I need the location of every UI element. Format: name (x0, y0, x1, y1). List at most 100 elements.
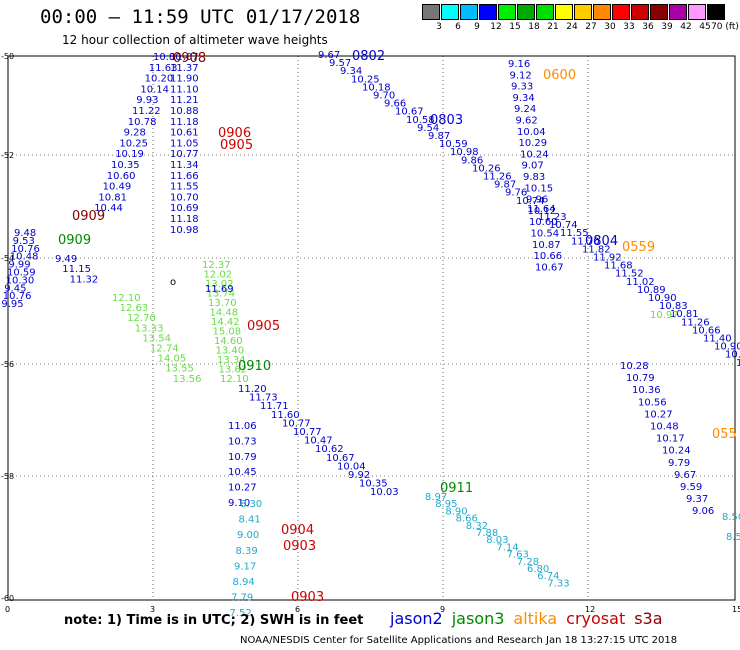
wave-height-value: 13.55 (165, 364, 194, 375)
wave-height-value: 10.60 (529, 217, 558, 228)
wave-height-value: 14.60 (214, 336, 243, 347)
wave-height-value: 9.12 (510, 70, 532, 81)
wave-height-value: 10.04 (517, 127, 546, 138)
x-tick-label: 12 (585, 605, 595, 614)
wave-height-value: 9.24 (514, 104, 536, 115)
y-tick-label: -60 (1, 594, 14, 603)
wave-height-value: 9.53 (13, 236, 35, 247)
wave-height-value: 10.14 (140, 84, 169, 95)
wave-height-value: 9.92 (348, 470, 370, 481)
wave-height-value: 10.79 (228, 452, 257, 463)
wave-height-value: 9.99 (8, 260, 30, 271)
wave-height-value: 10.98 (450, 147, 479, 158)
legend-entry: s3a (634, 609, 663, 628)
wave-height-value: 9.93 (136, 95, 158, 106)
wave-height-value: 10.74 (549, 220, 578, 231)
wave-height-value: 10.67 (535, 262, 564, 273)
scale-swatch (517, 4, 535, 20)
legend-entry: jason3 (451, 609, 505, 628)
wave-height-value: 8.5 (726, 532, 740, 543)
footnote: note: 1) Time is in UTC; 2) SWH is in fe… (64, 613, 364, 628)
pass-time-label: 0909 (72, 209, 105, 224)
wave-height-value: 9.06 (692, 506, 714, 517)
wave-height-value: 11.66 (170, 171, 199, 182)
wave-height-value: 8.50 (722, 512, 740, 523)
scale-swatch (688, 4, 706, 20)
wave-height-value: 13.74 (207, 289, 236, 300)
wave-height-value: 9.28 (124, 128, 146, 139)
wave-height-value: 9.34 (340, 66, 362, 77)
wave-height-value: 10.77 (282, 418, 311, 429)
wave-height-value: 10.77 (170, 149, 199, 160)
scale-swatch (555, 4, 573, 20)
wave-height-value: 9.96 (526, 195, 548, 206)
scale-swatch (612, 4, 630, 20)
wave-height-value: 10.30 (6, 275, 35, 286)
pass-time-label: 0559 (622, 240, 655, 255)
scale-label: 33 (623, 22, 635, 32)
wave-height-value: 10.28 (620, 361, 649, 372)
pass-time-label: 0911 (440, 481, 473, 496)
wave-height-value: 10.77 (725, 350, 740, 361)
x-tick-label: 0 (5, 605, 10, 614)
wave-height-value: 10.90 (714, 342, 740, 353)
legend-entry: cryosat (566, 609, 626, 628)
wave-height-value: 10.79 (626, 373, 655, 384)
wave-height-value: 14.42 (211, 317, 240, 328)
wave-height-value: 12.10 (220, 374, 249, 385)
wave-height-value: 10.66 (534, 251, 563, 262)
scale-label: 39 (661, 22, 673, 32)
wave-height-value: 10.81 (670, 309, 699, 320)
pass-time-label: 0910 (238, 359, 271, 374)
wave-height-value: 14.48 (210, 308, 239, 319)
wave-height-value: 10.48 (650, 422, 679, 433)
wave-height-value: 10.67 (395, 107, 424, 118)
wave-height-value: 13.56 (173, 374, 202, 385)
wave-height-value: 10.13 (736, 358, 740, 369)
scale-label: 42 (680, 22, 692, 32)
wave-height-value: 7.79 (231, 593, 253, 604)
scale-swatch (536, 4, 554, 20)
wave-height-value: 14.05 (158, 354, 187, 365)
map-grid (7, 55, 736, 601)
pass-time-label: 0904 (281, 523, 314, 538)
wave-height-value: 8.66 (456, 514, 478, 525)
y-tick-label: -56 (1, 360, 14, 369)
wave-height-value: 9.07 (522, 161, 544, 172)
wave-height-value: 10.81 (98, 192, 127, 203)
wave-height-value: 10.35 (111, 160, 140, 171)
x-tick-label: 3 (150, 605, 155, 614)
wave-height-value: 8.97 (425, 492, 447, 503)
wave-height-value: 12.74 (150, 344, 179, 355)
pass-time-label: 0903 (291, 590, 324, 605)
wave-height-value: 11.40 (703, 334, 732, 345)
wave-height-value: 11.26 (483, 172, 512, 183)
wave-height-value: 9.67 (318, 50, 340, 61)
wave-height-value: 8.90 (445, 506, 467, 517)
wave-height-value: 10.66 (692, 325, 721, 336)
wave-height-value: 9.45 (4, 283, 26, 294)
wave-height-value: 11.52 (615, 269, 644, 280)
scale-swatch (422, 4, 440, 20)
wave-height-value: 6.80 (527, 564, 549, 575)
scale-swatch (479, 4, 497, 20)
pass-time-label: 0600 (543, 68, 576, 83)
wave-height-value: 12.02 (204, 270, 233, 281)
pass-time-label: 0803 (430, 113, 463, 128)
pass-time-label: 0905 (247, 319, 280, 334)
wave-height-value: 11.63 (149, 63, 178, 74)
wave-height-value: 11.64 (527, 204, 556, 215)
y-tick-label: -52 (1, 151, 14, 160)
wave-height-value: 10.20 (145, 74, 174, 85)
wave-height-value: 10.04 (337, 461, 366, 472)
scale-swatch (441, 4, 459, 20)
wave-height-value: 6.74 (537, 571, 559, 582)
wave-height-value: 13.54 (142, 333, 171, 344)
wave-height-value: 11.20 (238, 384, 267, 395)
pass-time-label: 055 (712, 427, 737, 442)
wave-height-value: 10.74 (516, 196, 545, 207)
wave-height-value: 7.14 (496, 542, 518, 553)
wave-height-value: 7.28 (517, 557, 539, 568)
wave-height-value: 10.89 (637, 285, 666, 296)
